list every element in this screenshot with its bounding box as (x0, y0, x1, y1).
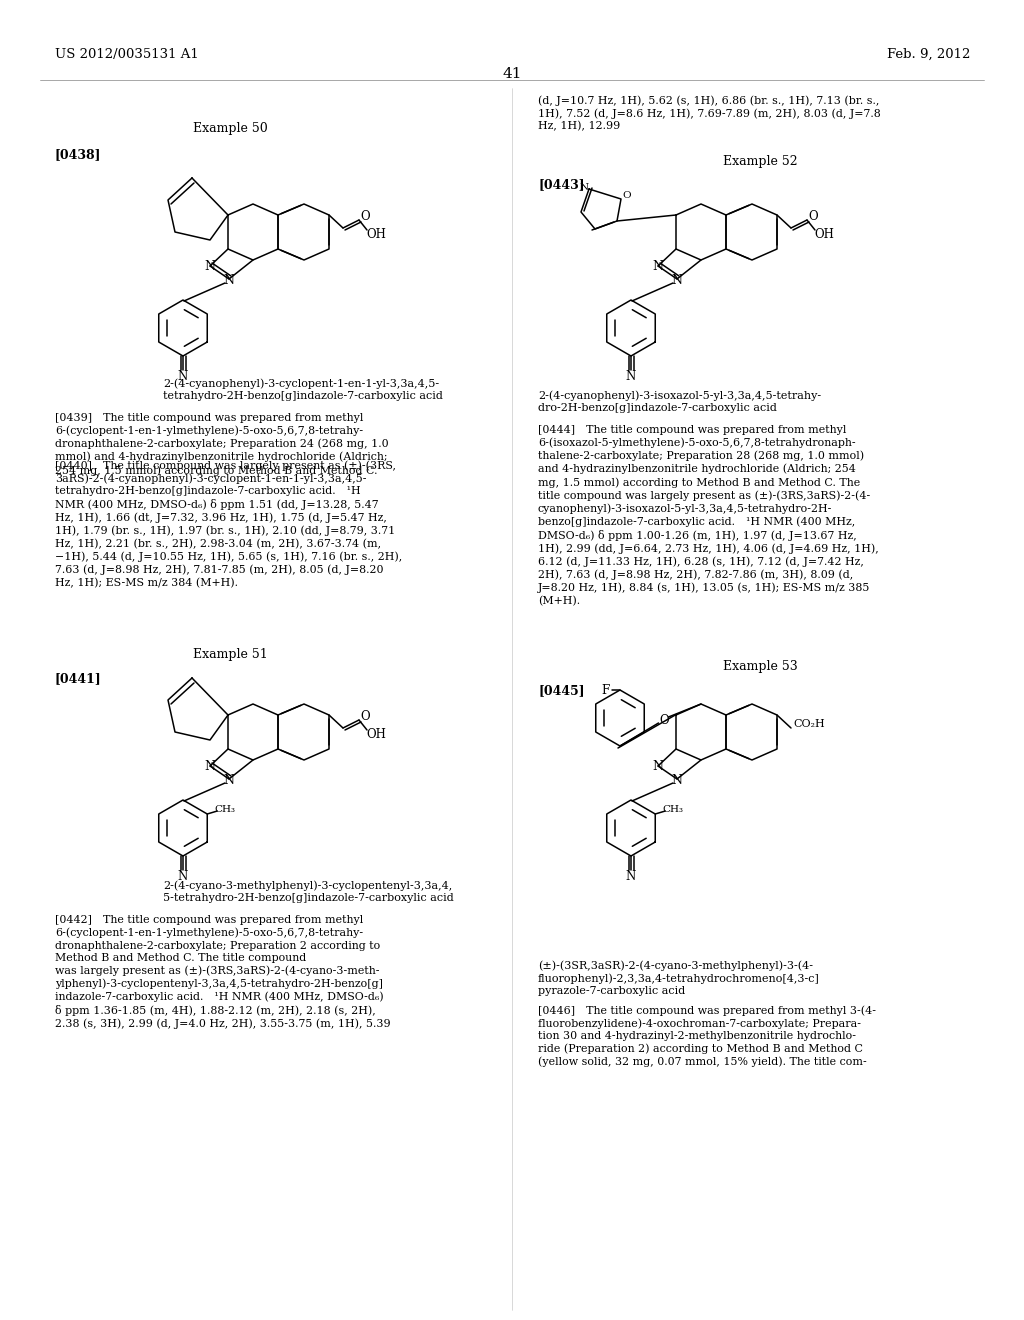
Text: O: O (360, 710, 370, 722)
Text: dro-2H-benzo[g]indazole-7-carboxylic acid: dro-2H-benzo[g]indazole-7-carboxylic aci… (538, 403, 777, 413)
Text: N: N (626, 870, 636, 883)
Text: O: O (360, 210, 370, 223)
Text: 41: 41 (502, 67, 522, 81)
Text: [0446] The title compound was prepared from methyl 3-(4-
fluorobenzylidene)-4-ox: [0446] The title compound was prepared f… (538, 1005, 876, 1068)
Text: N: N (205, 260, 215, 272)
Text: O: O (659, 714, 670, 727)
Text: [0445]: [0445] (538, 684, 585, 697)
Text: 2-(4-cyanophenyl)-3-isoxazol-5-yl-3,3a,4,5-tetrahy-: 2-(4-cyanophenyl)-3-isoxazol-5-yl-3,3a,4… (538, 389, 821, 400)
Text: O: O (623, 190, 632, 199)
Text: CH₃: CH₃ (663, 804, 684, 813)
Text: F: F (601, 684, 609, 697)
Text: [0444] The title compound was prepared from methyl
6-(isoxazol-5-ylmethylene)-5-: [0444] The title compound was prepared f… (538, 425, 879, 606)
Text: 2-(4-cyanophenyl)-3-cyclopent-1-en-1-yl-3,3a,4,5-: 2-(4-cyanophenyl)-3-cyclopent-1-en-1-yl-… (163, 378, 439, 388)
Text: Example 53: Example 53 (723, 660, 798, 673)
Text: Example 50: Example 50 (193, 121, 267, 135)
Text: OH: OH (366, 727, 386, 741)
Text: N: N (652, 260, 664, 272)
Text: pyrazole-7-carboxylic acid: pyrazole-7-carboxylic acid (538, 986, 685, 997)
Text: OH: OH (366, 227, 386, 240)
Text: Example 52: Example 52 (723, 154, 798, 168)
Text: [0441]: [0441] (55, 672, 101, 685)
Text: US 2012/0035131 A1: US 2012/0035131 A1 (55, 48, 199, 61)
Text: [0443]: [0443] (538, 178, 585, 191)
Text: N: N (580, 182, 589, 191)
Text: 5-tetrahydro-2H-benzo[g]indazole-7-carboxylic acid: 5-tetrahydro-2H-benzo[g]indazole-7-carbo… (163, 894, 454, 903)
Text: N: N (652, 759, 664, 772)
Text: N: N (178, 370, 188, 383)
Text: tetrahydro-2H-benzo[g]indazole-7-carboxylic acid: tetrahydro-2H-benzo[g]indazole-7-carboxy… (163, 391, 442, 401)
Text: N: N (205, 759, 215, 772)
Text: [0438]: [0438] (55, 148, 101, 161)
Text: N: N (626, 370, 636, 383)
Text: N: N (672, 774, 683, 787)
Text: fluorophenyl)-2,3,3a,4-tetrahydrochromeno[4,3-c]: fluorophenyl)-2,3,3a,4-tetrahydrochromen… (538, 973, 820, 983)
Text: [0440] The title compound was largely present as (±)-(3RS,
3aRS)-2-(4-cyanopheny: [0440] The title compound was largely pr… (55, 459, 402, 587)
Text: 2-(4-cyano-3-methylphenyl)-3-cyclopentenyl-3,3a,4,: 2-(4-cyano-3-methylphenyl)-3-cyclopenten… (163, 880, 453, 891)
Text: O: O (808, 210, 818, 223)
Text: (d, J=10.7 Hz, 1H), 5.62 (s, 1H), 6.86 (br. s., 1H), 7.13 (br. s.,
1H), 7.52 (d,: (d, J=10.7 Hz, 1H), 5.62 (s, 1H), 6.86 (… (538, 95, 881, 132)
Text: CO₂H: CO₂H (794, 719, 825, 729)
Text: OH: OH (814, 227, 834, 240)
Text: [0439] The title compound was prepared from methyl
6-(cyclopent-1-en-1-ylmethyle: [0439] The title compound was prepared f… (55, 413, 389, 475)
Text: [0442] The title compound was prepared from methyl
6-(cyclopent-1-en-1-ylmethyle: [0442] The title compound was prepared f… (55, 915, 390, 1030)
Text: N: N (672, 273, 683, 286)
Text: N: N (178, 870, 188, 883)
Text: CH₃: CH₃ (215, 804, 236, 813)
Text: Feb. 9, 2012: Feb. 9, 2012 (887, 48, 970, 61)
Text: N: N (223, 273, 234, 286)
Text: N: N (223, 774, 234, 787)
Text: (±)-(3SR,3aSR)-2-(4-cyano-3-methylphenyl)-3-(4-: (±)-(3SR,3aSR)-2-(4-cyano-3-methylphenyl… (538, 960, 813, 970)
Text: Example 51: Example 51 (193, 648, 267, 661)
